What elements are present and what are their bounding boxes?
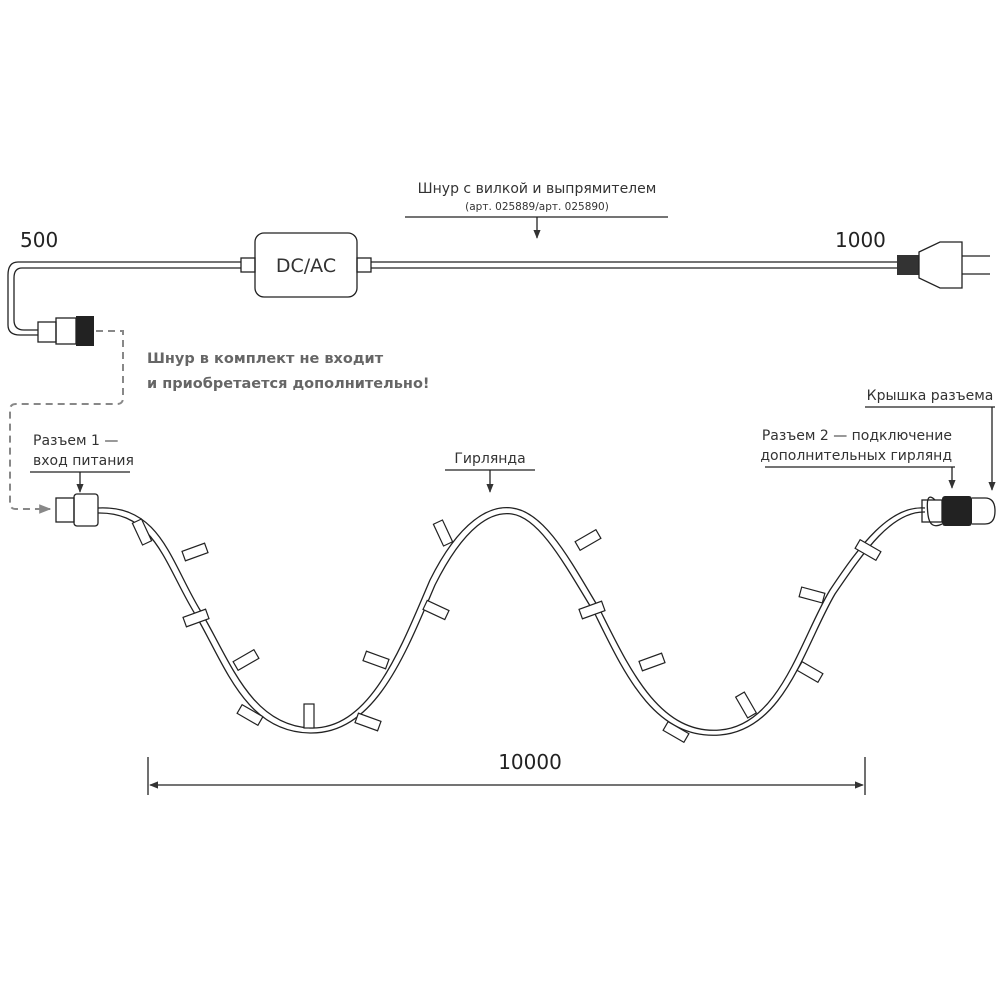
connector1-line1: Разъем 1 — <box>33 433 118 449</box>
connector2-line1: Разъем 2 — подключение <box>762 428 952 444</box>
bulbs <box>131 518 882 744</box>
note-line1: Шнур в комплект не входит <box>147 351 384 367</box>
length-left: 500 <box>20 228 58 252</box>
connector1 <box>55 497 75 523</box>
plug-connector <box>76 316 94 346</box>
cord-left <box>7 261 241 336</box>
bulb <box>422 599 450 621</box>
bulb <box>236 703 264 727</box>
bulb <box>362 650 390 670</box>
bulb <box>574 528 602 552</box>
connector-cap <box>972 497 996 525</box>
garland-label: Гирлянда <box>454 451 525 467</box>
bulb <box>432 519 454 547</box>
garland-wire <box>97 511 926 736</box>
plug-connector <box>55 317 77 345</box>
cord-right <box>371 261 897 269</box>
connector1 <box>73 493 99 527</box>
garland-length: 10000 <box>498 750 562 774</box>
bulb <box>303 703 315 729</box>
connector2-line2: дополнительных гирлянд <box>760 448 952 464</box>
cord-article: (арт. 025889/арт. 025890) <box>465 201 609 213</box>
cap-strap <box>926 496 943 527</box>
bulb <box>182 608 210 628</box>
box-sleeve <box>356 257 372 273</box>
box-sleeve <box>240 257 256 273</box>
bulb <box>232 648 260 672</box>
bulb <box>796 660 824 684</box>
connector1-line2: вход питания <box>33 453 134 469</box>
bulb <box>662 720 690 744</box>
bulb <box>578 600 606 620</box>
bulb <box>798 586 826 604</box>
plug-connector <box>37 321 57 343</box>
cord-title: Шнур с вилкой и выпрямителем <box>418 181 657 197</box>
plug-body <box>918 241 963 289</box>
note-line2: и приобретается дополнительно! <box>147 376 430 392</box>
connector2 <box>921 499 943 523</box>
bulb <box>131 518 153 546</box>
connector2 <box>942 496 972 526</box>
dashed-link <box>9 330 124 514</box>
bulb <box>734 691 758 719</box>
cap-label: Крышка разъема <box>867 388 994 404</box>
box-label: DC/AC <box>276 255 336 277</box>
garland-wire <box>97 506 926 731</box>
bulb <box>638 652 666 672</box>
length-right: 1000 <box>835 228 886 252</box>
plug-neck <box>897 255 919 275</box>
bulb <box>354 712 382 732</box>
bulb <box>181 542 209 562</box>
bulb <box>854 538 882 562</box>
plug-pins <box>962 255 990 275</box>
